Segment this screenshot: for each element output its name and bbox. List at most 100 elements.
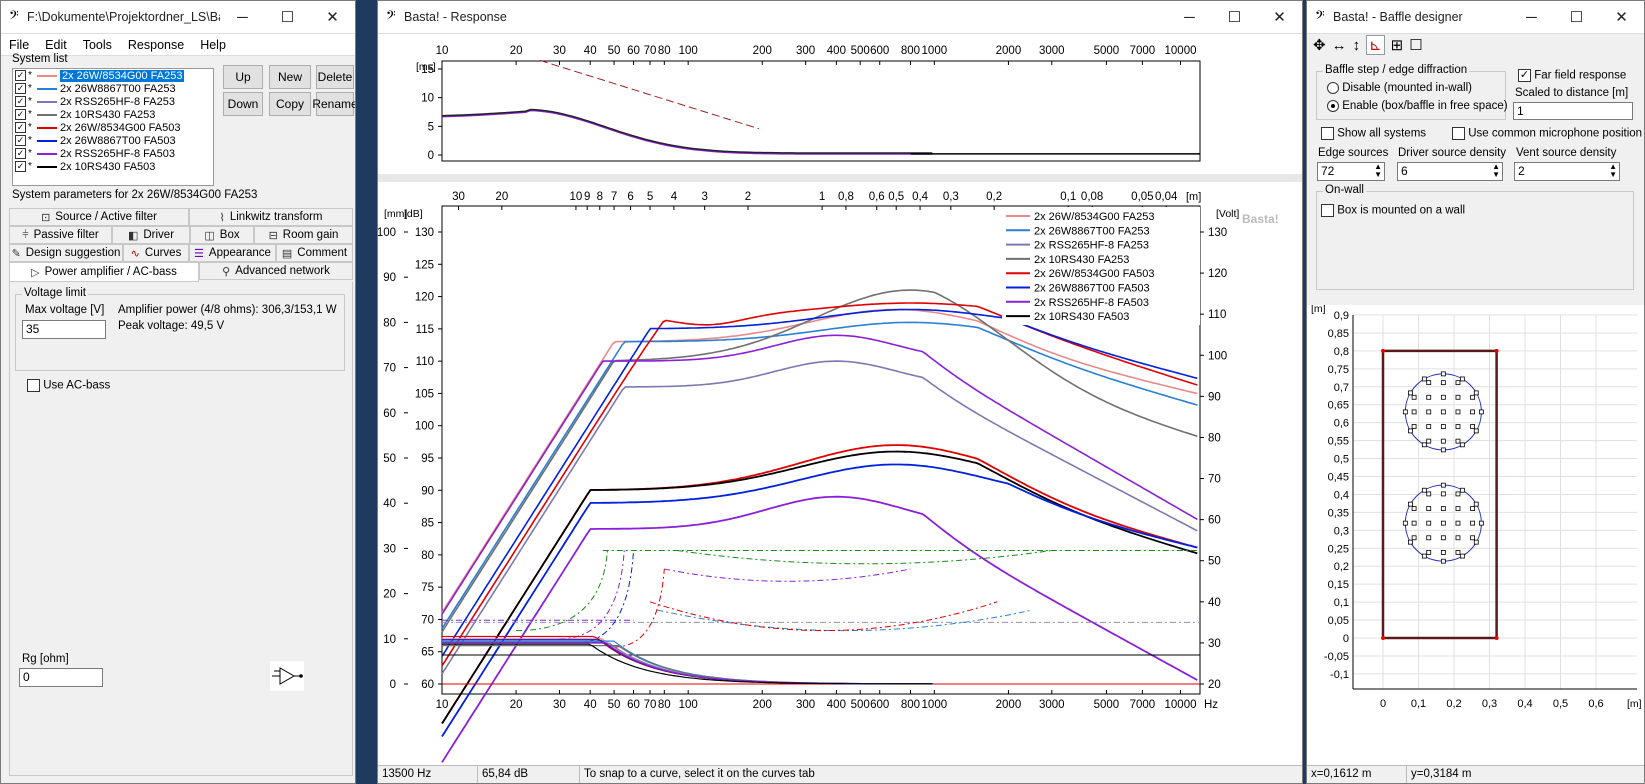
mm-tick-label: 10	[383, 634, 396, 646]
common-mic-checkbox[interactable]: Use common microphone position	[1452, 127, 1642, 140]
tab-power-amplifier[interactable]: ▷ Power amplifier / AC-bass	[9, 262, 199, 282]
move-icon[interactable]: ✥	[1313, 37, 1326, 54]
menu-response[interactable]: Response	[127, 37, 185, 52]
system-visible-checkbox[interactable]: ✓	[15, 135, 26, 146]
max-voltage-input[interactable]: 35	[22, 320, 106, 339]
response-plot-area[interactable]: 10 20 30 40 50 60 70 80 100 200 300 400 500 600 800 100…	[378, 34, 1302, 765]
system-visible-checkbox[interactable]: ✓	[15, 70, 26, 81]
radio-on[interactable]	[1327, 100, 1339, 112]
spl-curve	[441, 308, 1198, 657]
legend-entry: 2x RSS265HF-8 FA503	[1034, 297, 1149, 309]
driver-source-point	[1408, 390, 1413, 396]
radio-off[interactable]	[1327, 82, 1339, 94]
spinner-arrows-icon[interactable]: ▲ ▼	[1492, 162, 1500, 179]
baffle-plot-frame	[1307, 305, 1644, 765]
tab-comment[interactable]: ▤ Comment	[276, 244, 353, 262]
system-visible-checkbox[interactable]: ✓	[15, 122, 26, 133]
maximize-icon[interactable]: ☐	[1227, 9, 1242, 26]
show-all-checkbox[interactable]: Show all systems	[1321, 127, 1426, 140]
delete-button[interactable]: Delete	[316, 65, 354, 89]
minimize-icon[interactable]: ─	[1184, 8, 1195, 26]
spinner-arrows-icon[interactable]: ▲ ▼	[1609, 162, 1617, 179]
maximize-icon[interactable]: ☐	[280, 9, 295, 26]
system-list-item[interactable]: ✓ * 2x 10RS430 FA253	[13, 108, 213, 121]
minimize-icon[interactable]: ─	[237, 8, 248, 26]
tab-linkwitz-transform[interactable]: ⌇ Linkwitz transform	[189, 208, 353, 226]
system-list-item[interactable]: ✓ * 2x 26W8867T00 FA253	[13, 82, 213, 95]
grid-icon[interactable]: ⊞	[1390, 37, 1404, 54]
edge-sources-spinner[interactable]: 72 ▲ ▼	[1317, 162, 1385, 181]
new-button[interactable]: New	[269, 65, 311, 89]
legend-entry: 2x RSS265HF-8 FA253	[1034, 240, 1149, 252]
checkbox-box[interactable]	[1321, 127, 1334, 140]
room-icon: ⊟	[268, 229, 278, 242]
use-acbass-checkbox[interactable]: Use AC-bass	[27, 379, 110, 392]
tab-appearance[interactable]: ☰ Appearance	[189, 244, 276, 262]
system-visible-checkbox[interactable]: ✓	[15, 83, 26, 94]
system-list-item[interactable]: ✓ * 2x RSS265HF-8 FA253	[13, 95, 213, 108]
driver-source-point	[1426, 491, 1432, 497]
driver-density-spinner[interactable]: 6 ▲ ▼	[1397, 162, 1503, 181]
ms-axis-label: [ms]	[416, 61, 436, 73]
freq-tick-label: 200	[753, 45, 772, 57]
resize-horizontal-icon[interactable]: ↔	[1331, 36, 1347, 54]
rg-input[interactable]: 0	[19, 668, 103, 687]
copy-button[interactable]: Copy	[269, 92, 311, 116]
maximize-icon[interactable]: ☐	[1569, 9, 1584, 26]
resize-vertical-icon[interactable]: ↕	[1352, 36, 1361, 54]
spinner-arrows-icon[interactable]: ▲ ▼	[1374, 162, 1382, 179]
menu-edit[interactable]: Edit	[45, 37, 67, 52]
vent-density-spinner[interactable]: 2 ▲ ▼	[1514, 162, 1620, 181]
amplifier-icon[interactable]	[270, 661, 304, 691]
menu-help[interactable]: Help	[200, 37, 226, 52]
system-list-item[interactable]: ✓ * 2x 26W/8534G00 FA503	[13, 121, 213, 134]
system-list-item[interactable]: ✓ * 2x 26W/8534G00 FA253	[13, 69, 213, 82]
baffle-plot[interactable]: [m] 0,9 0,85 0,8 0,75 0,7 0,65 0,6 0,55 0,5 0,45 0,…	[1307, 305, 1645, 765]
mic-position-icon[interactable]: ⊾	[1366, 35, 1385, 55]
minimize-icon[interactable]: ─	[1526, 8, 1537, 26]
enable-radio[interactable]: Enable (box/baffle in free space)	[1327, 100, 1508, 112]
scaled-distance-input[interactable]: 1	[1513, 102, 1633, 120]
tab-box[interactable]: ◫ Box	[190, 226, 254, 244]
tab-curves[interactable]: ∿ Curves	[123, 244, 189, 262]
checkbox-checked[interactable]: ✓	[1518, 69, 1531, 82]
on-wall-checkbox[interactable]: Box is mounted on a wall	[1321, 204, 1465, 217]
tab-source-active-filter[interactable]: ⊡ Source / Active filter	[9, 208, 189, 226]
close-icon[interactable]: ✕	[1615, 9, 1628, 26]
rename-button[interactable]: Rename	[312, 92, 355, 116]
close-icon[interactable]: ✕	[1273, 9, 1286, 26]
rectangle-icon[interactable]: ☐	[1409, 37, 1423, 54]
tab-advanced-network[interactable]: ⚲ Advanced network	[199, 262, 353, 280]
disable-radio[interactable]: Disable (mounted in-wall)	[1327, 82, 1472, 94]
tab-room-gain[interactable]: ⊟ Room gain	[254, 226, 353, 244]
system-list-item[interactable]: ✓ * 2x RSS265HF-8 FA503	[13, 147, 213, 160]
system-list-item[interactable]: ✓ * 2x 26W8867T00 FA503	[13, 134, 213, 147]
driver-source-point	[1411, 394, 1417, 400]
scaled-label: Scaled to distance [m]	[1515, 87, 1629, 99]
system-visible-checkbox[interactable]: ✓	[15, 96, 26, 107]
checkbox-box[interactable]	[1452, 127, 1465, 140]
system-visible-checkbox[interactable]: ✓	[15, 148, 26, 159]
menu-file[interactable]: File	[9, 37, 30, 52]
dist-tick-label: 5	[647, 191, 653, 203]
system-color-swatch	[37, 74, 57, 77]
system-visible-checkbox[interactable]: ✓	[15, 161, 26, 172]
system-list-item[interactable]: ✓ * 2x 10RS430 FA503	[13, 160, 213, 173]
tab-driver[interactable]: ◧ Driver	[112, 226, 190, 244]
spl-curve	[441, 308, 1198, 614]
system-list[interactable]: ✓ * 2x 26W/8534G00 FA253 ✓ * 2x 26W8867T00 FA…	[12, 68, 214, 186]
tab-design-suggestion[interactable]: ✎ Design suggestion	[9, 244, 123, 262]
checkbox-box[interactable]	[1321, 204, 1334, 217]
tab-passive-filter[interactable]: ⫩ Passive filter	[9, 226, 112, 244]
disable-label: Disable (mounted in-wall)	[1342, 82, 1472, 95]
down-button[interactable]: Down	[223, 92, 263, 116]
system-visible-checkbox[interactable]: ✓	[15, 109, 26, 120]
menu-tools[interactable]: Tools	[82, 37, 112, 52]
driver-source-point	[1440, 438, 1446, 444]
far-field-checkbox[interactable]: ✓ Far field response	[1518, 69, 1626, 82]
checkbox-box[interactable]	[27, 379, 40, 392]
spl-curve	[441, 463, 1198, 737]
freq-tick-label: 1000	[922, 699, 948, 711]
close-icon[interactable]: ✕	[326, 9, 339, 26]
up-button[interactable]: Up	[223, 65, 263, 89]
